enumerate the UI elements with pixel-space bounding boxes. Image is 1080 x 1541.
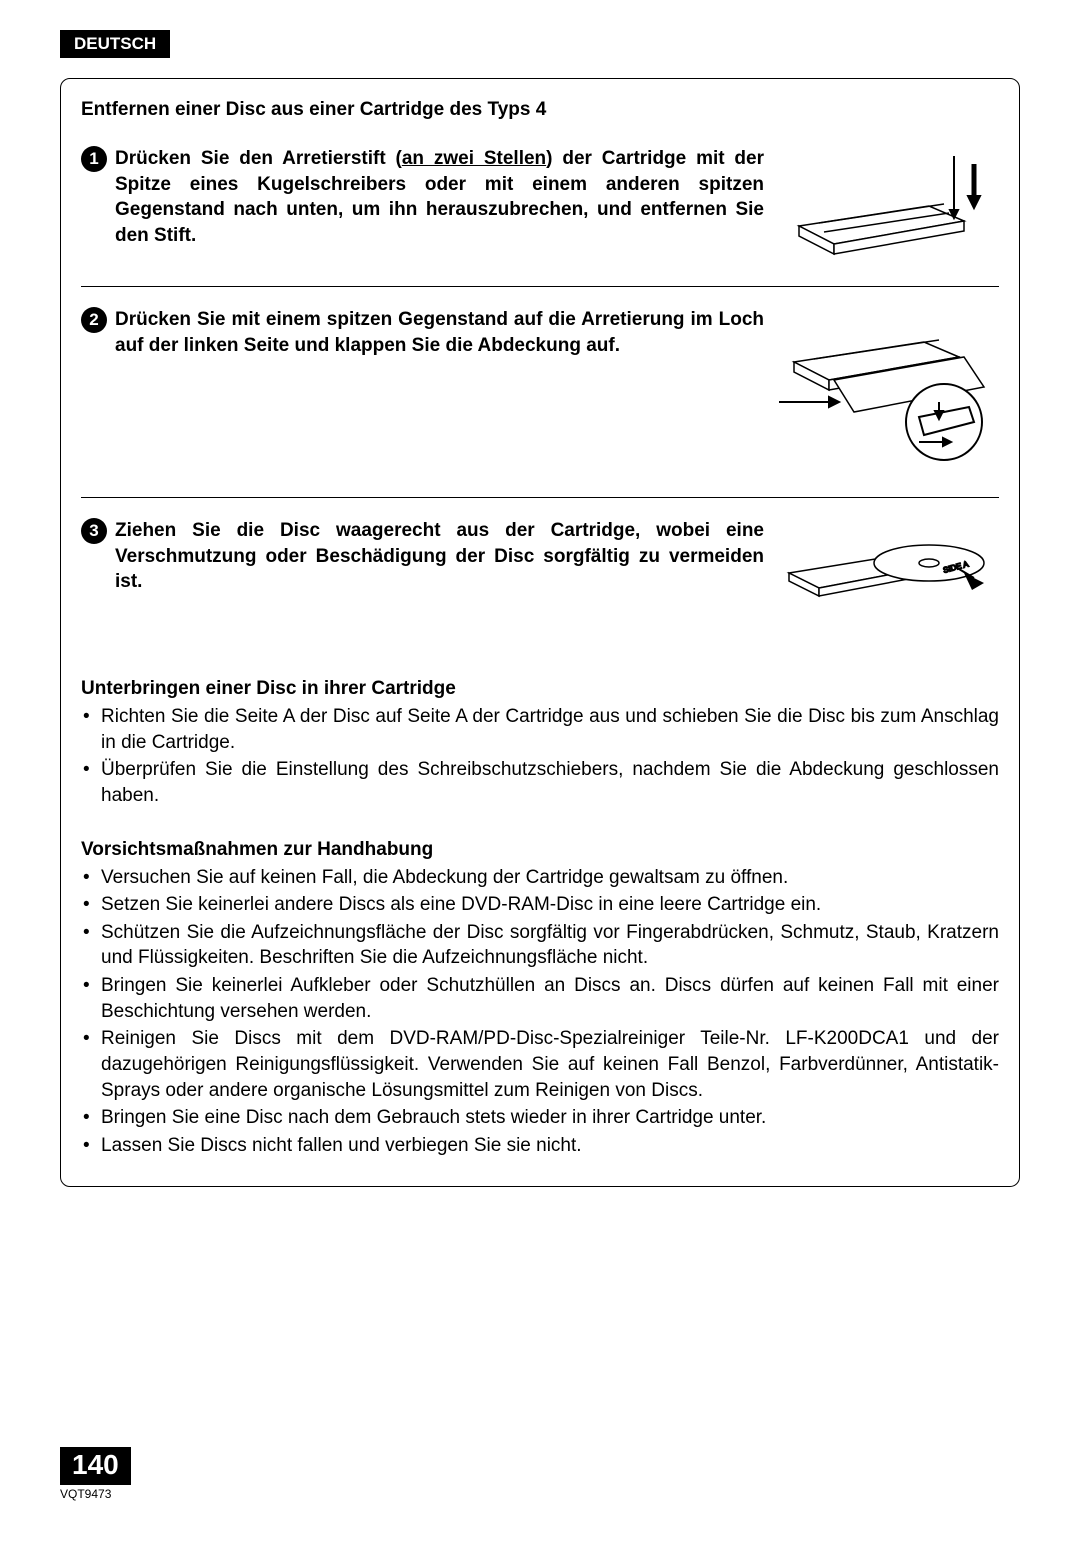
step-1-text: Drücken Sie den Arretierstift (an zwei S… [115, 146, 779, 249]
step-2-text: Drücken Sie mit einem spitzen Gegenstand… [115, 307, 779, 358]
section-2-list: Richten Sie die Seite A der Disc auf Sei… [81, 704, 999, 809]
list-item: Richten Sie die Seite A der Disc auf Sei… [81, 704, 999, 755]
cartridge-open-icon [779, 307, 999, 477]
content-box: Entfernen einer Disc aus einer Cartridge… [60, 78, 1020, 1187]
step-1-text-before: Drücken Sie den Arretierstift ( [115, 148, 402, 169]
list-item: Bringen Sie eine Disc nach dem Gebrauch … [81, 1105, 999, 1131]
manual-page: DEUTSCH Entfernen einer Disc aus einer C… [0, 0, 1080, 1541]
step-number-badge: 3 [81, 518, 107, 544]
step-number-badge: 1 [81, 146, 107, 172]
list-item: Versuchen Sie auf keinen Fall, die Abdec… [81, 865, 999, 891]
step-2-illustration [779, 307, 999, 477]
list-item: Überprüfen Sie die Einstellung des Schre… [81, 757, 999, 808]
section-2-heading: Unterbringen einer Disc in ihrer Cartrid… [81, 678, 999, 700]
list-item: Reinigen Sie Discs mit dem DVD-RAM/PD-Di… [81, 1026, 999, 1103]
section-3-list: Versuchen Sie auf keinen Fall, die Abdec… [81, 865, 999, 1159]
list-item: Schützen Sie die Aufzeichnungsfläche der… [81, 920, 999, 971]
step-3: 3 Ziehen Sie die Disc waagerecht aus der… [81, 508, 999, 648]
step-1: 1 Drücken Sie den Arretierstift (an zwei… [81, 136, 999, 287]
main-heading: Entfernen einer Disc aus einer Cartridge… [81, 99, 999, 121]
section-3-heading: Vorsichtsmaßnahmen zur Handhabung [81, 839, 999, 861]
step-number-badge: 2 [81, 307, 107, 333]
list-item: Lassen Sie Discs nicht fallen und verbie… [81, 1133, 999, 1159]
list-item: Bringen Sie keinerlei Aufkleber oder Sch… [81, 973, 999, 1024]
cartridge-pen-icon [779, 146, 999, 266]
language-badge: DEUTSCH [60, 30, 170, 58]
step-3-text: Ziehen Sie die Disc waagerecht aus der C… [115, 518, 779, 595]
step-2: 2 Drücken Sie mit einem spitzen Gegensta… [81, 297, 999, 498]
step-3-illustration: SIDE A [779, 518, 999, 628]
page-number: 140 [60, 1447, 131, 1485]
document-id: VQT9473 [60, 1487, 1020, 1501]
step-1-illustration [779, 146, 999, 266]
list-item: Setzen Sie keinerlei andere Discs als ei… [81, 892, 999, 918]
disc-eject-icon: SIDE A [779, 518, 999, 618]
step-1-text-underlined: an zwei Stellen [402, 148, 546, 169]
